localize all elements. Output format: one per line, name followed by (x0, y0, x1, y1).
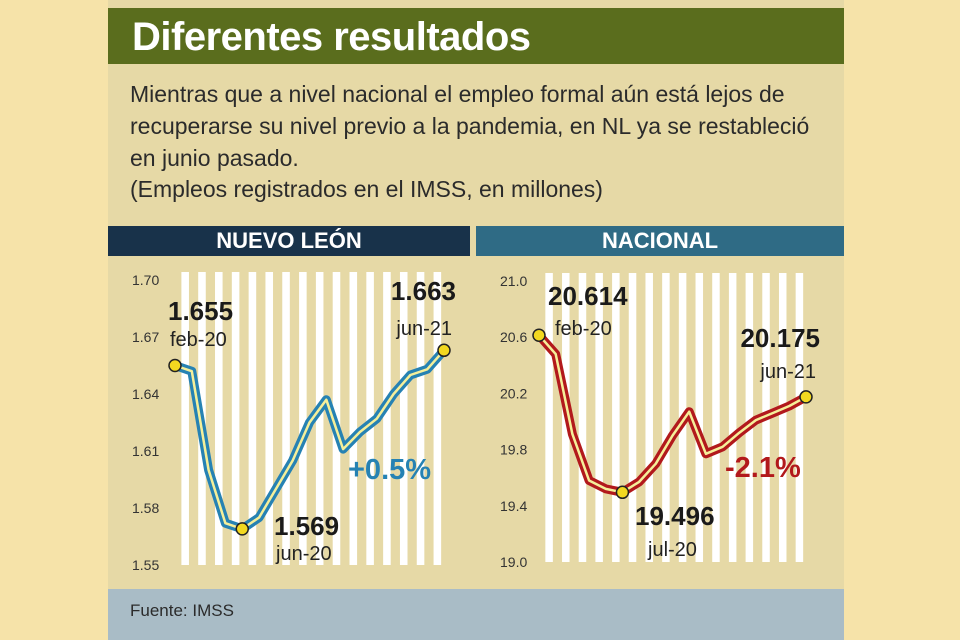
grid-stripe (231, 272, 240, 565)
y-tick-label: 1.55 (132, 557, 159, 573)
y-tick-label: 1.58 (132, 500, 159, 516)
data-point-marker (168, 358, 182, 373)
grid-stripe (778, 273, 787, 562)
nuevo-leon-chart: 1.70 1.67 1.64 1.61 1.58 1.55 1.655 feb-20 1.569… (108, 256, 470, 589)
y-tick-label: 1.64 (132, 386, 159, 402)
data-label-date: jun-20 (275, 543, 332, 565)
grid-stripe (181, 272, 189, 565)
data-point-marker (532, 328, 546, 342)
grid-stripe (795, 273, 804, 562)
data-label: 1.569 (274, 511, 339, 541)
grid-stripe (662, 273, 670, 562)
y-tick-label: 20.6 (500, 329, 527, 345)
grid-stripe (628, 273, 637, 562)
y-tick-label: 20.2 (500, 385, 527, 401)
data-label: 19.496 (635, 501, 715, 531)
grid-stripe (578, 273, 587, 562)
grid-stripe (545, 273, 553, 562)
data-label-date: feb-20 (170, 329, 227, 351)
grid-stripe (712, 273, 720, 562)
grid-stripe (349, 272, 358, 565)
grid-stripe (695, 273, 704, 562)
y-tick-label: 1.70 (132, 272, 159, 288)
y-tick-label: 1.61 (132, 443, 159, 459)
page-title: Diferentes resultados (132, 15, 531, 59)
units-note: (Empleos registrados en el IMSS, en mill… (130, 176, 603, 202)
data-point-marker (437, 343, 451, 358)
grid-stripe (745, 273, 754, 562)
y-tick-label: 1.67 (132, 329, 159, 345)
series-line-highlight (537, 333, 808, 494)
data-label: 20.175 (740, 323, 820, 353)
grid-stripe (416, 272, 425, 565)
nuevo-leon-header: NUEVO LEÓN (108, 226, 470, 256)
grid-stripe (595, 273, 603, 562)
data-point-marker (799, 390, 813, 404)
data-label: 1.663 (391, 276, 456, 306)
data-point-marker (615, 485, 630, 500)
data-label: 20.614 (548, 281, 628, 311)
change-label: +0.5% (348, 454, 431, 486)
data-label-date: feb-20 (555, 318, 612, 340)
grid-stripe (433, 272, 442, 565)
y-tick-label: 19.8 (500, 442, 527, 458)
data-label-date: jul-20 (647, 539, 697, 561)
source-note: Fuente: IMSS (130, 601, 234, 620)
grid-stripe (612, 273, 620, 562)
y-tick-label: 19.4 (500, 498, 527, 514)
y-tick-label: 19.0 (500, 554, 527, 570)
title-bar: Diferentes resultados (108, 8, 844, 64)
grid-stripe (248, 272, 257, 565)
nacional-header: NACIONAL (476, 226, 844, 256)
grid-stripe (728, 273, 737, 562)
grid-stripe (265, 272, 274, 565)
grid-stripe (383, 272, 391, 565)
data-label: 1.655 (168, 296, 233, 326)
data-point-marker (235, 522, 249, 536)
grid-stripe (315, 272, 324, 565)
nacional-chart: 21.0 20.6 20.2 19.8 19.4 19.0 20.614 feb-20 19.4… (476, 256, 844, 589)
grid-stripe (282, 272, 290, 565)
footer: Fuente: IMSS (108, 589, 844, 640)
subtitle: Mientras que a nivel nacional el empleo … (130, 81, 810, 171)
data-label-date: jun-21 (759, 361, 816, 383)
grid-stripe (645, 273, 653, 562)
y-tick-label: 21.0 (500, 273, 527, 289)
grid-stripe (399, 272, 408, 565)
grid-stripe (299, 272, 307, 565)
change-label: -2.1% (725, 452, 801, 484)
series-line-highlight (173, 349, 446, 531)
infographic-card: Diferentes resultados Mientras que a niv… (108, 0, 844, 640)
grid-stripe (215, 272, 223, 565)
data-label-date: jun-21 (395, 318, 452, 340)
